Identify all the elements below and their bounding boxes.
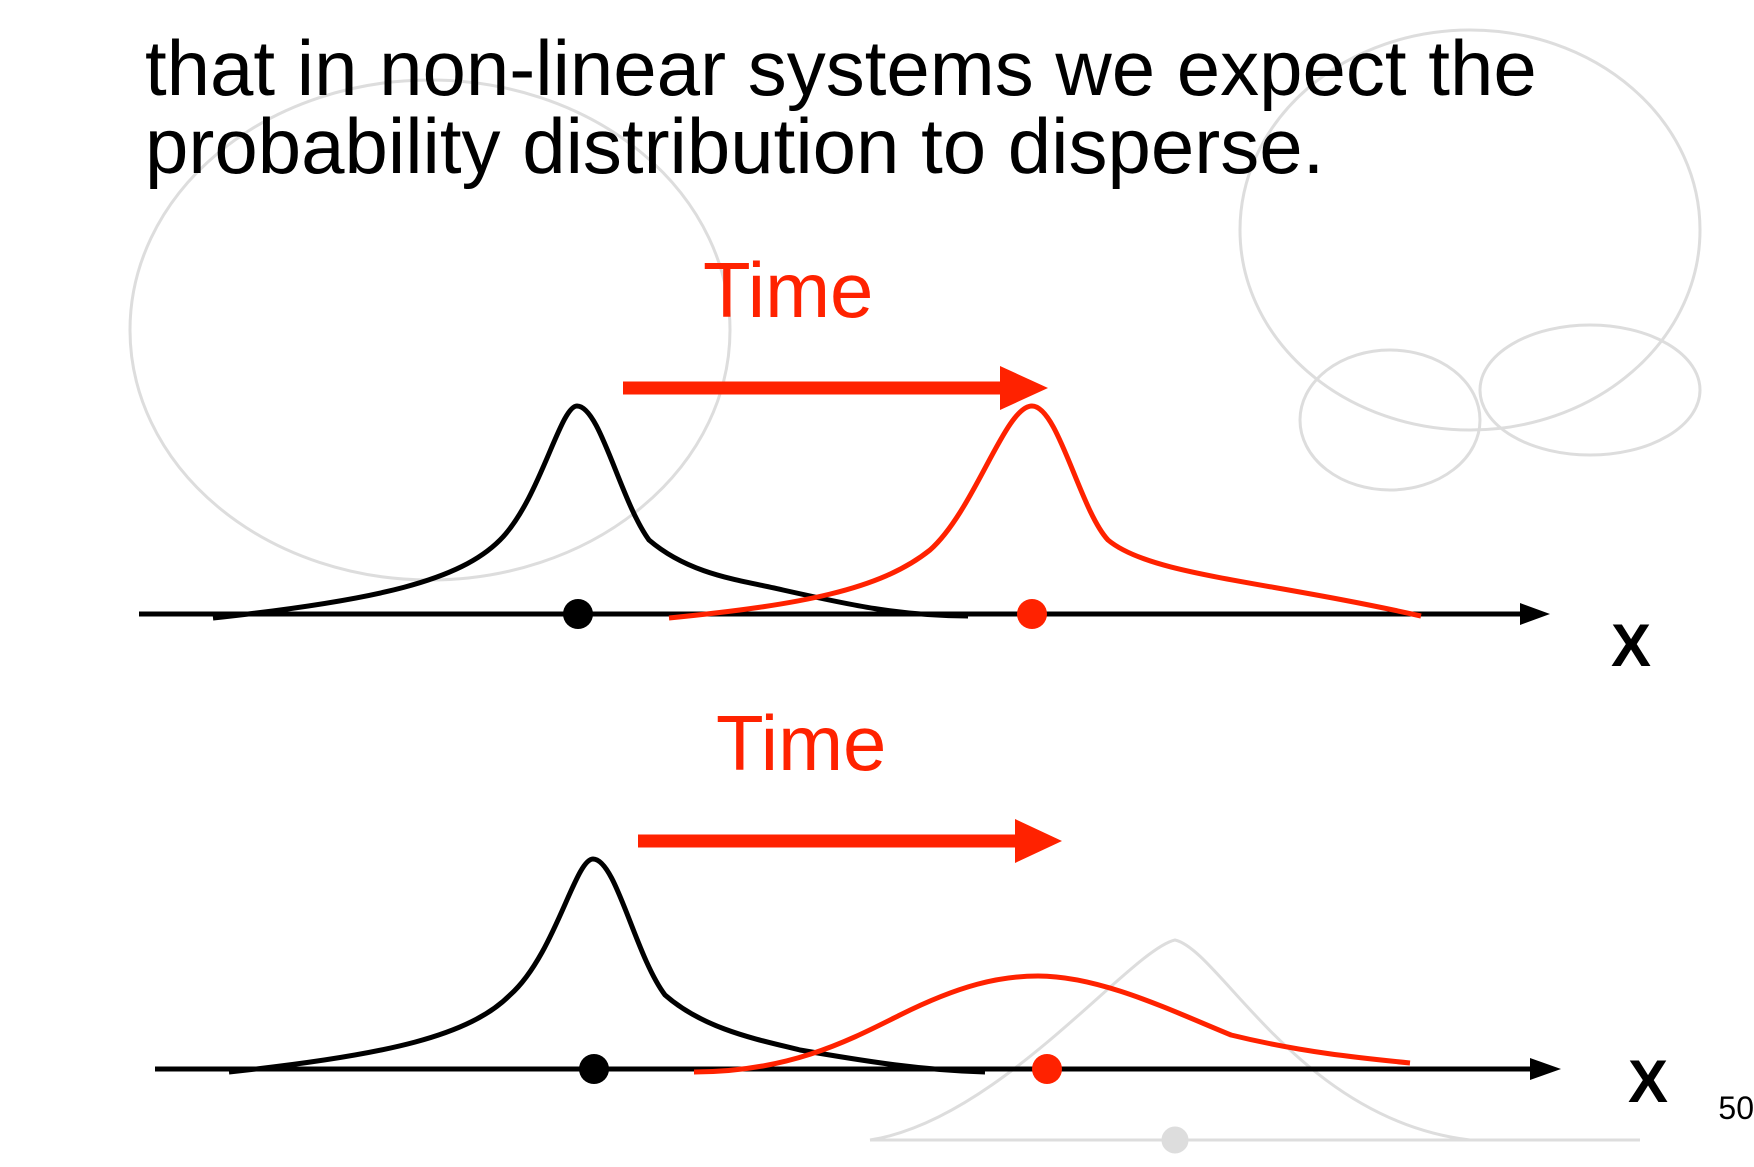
axis-label: X xyxy=(1628,1048,1668,1115)
page-number: 50 xyxy=(1718,1090,1754,1126)
initial-distribution xyxy=(212,403,969,621)
background-sketch xyxy=(128,28,1702,1154)
axis-arrowhead xyxy=(1530,1058,1561,1080)
evolved-point xyxy=(1032,1054,1062,1084)
time-arrowhead xyxy=(1000,366,1048,410)
evolved-point xyxy=(1017,599,1047,629)
initial-point xyxy=(579,1054,609,1084)
dispersed-distribution xyxy=(693,973,1411,1075)
arrow-label: Time xyxy=(716,699,886,787)
initial-point xyxy=(563,599,593,629)
body-text: that in non-linear systems we expect the xyxy=(145,24,1537,112)
axis-label: X xyxy=(1611,612,1651,679)
evolved-distribution xyxy=(668,403,1422,621)
body-text: probability distribution to disperse. xyxy=(145,102,1324,190)
arrow-label: Time xyxy=(703,246,873,334)
time-arrowhead xyxy=(1015,819,1062,863)
axis-arrowhead xyxy=(1520,603,1550,625)
